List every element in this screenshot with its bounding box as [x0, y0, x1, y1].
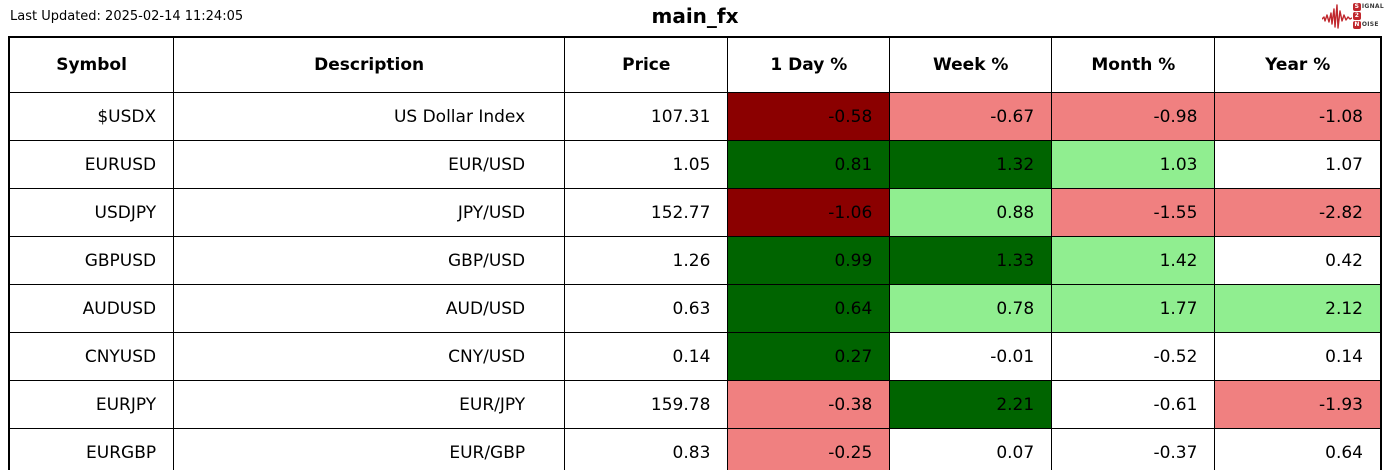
- pct-change-cell: 0.88: [889, 188, 1053, 237]
- table-row: EURUSD EUR/USD 1.05 0.81 1.32 1.03 1.07: [8, 140, 1382, 189]
- symbol-cell: EURGBP: [8, 428, 175, 470]
- price-cell: 1.26: [564, 236, 729, 285]
- pct-change-cell: 1.77: [1051, 284, 1216, 333]
- pct-change-cell: 2.12: [1214, 284, 1382, 333]
- price-cell: 0.83: [564, 428, 729, 470]
- column-header: 1 Day %: [727, 36, 891, 93]
- logo-letter-n: N: [1352, 21, 1361, 29]
- symbol-cell: USDJPY: [8, 188, 175, 237]
- fx-table: Symbol Description Price 1 Day % Week % Month…: [8, 36, 1382, 470]
- pct-change-cell: 0.27: [727, 332, 891, 381]
- price-cell: 0.14: [564, 332, 729, 381]
- description-cell: US Dollar Index: [173, 92, 566, 141]
- table-row: CNYUSD CNY/USD 0.14 0.27 -0.01 -0.52 0.14: [8, 332, 1382, 381]
- column-header: Month %: [1051, 36, 1216, 93]
- symbol-cell: GBPUSD: [8, 236, 175, 285]
- description-cell: AUD/USD: [173, 284, 566, 333]
- pct-change-cell: 2.21: [889, 380, 1053, 429]
- column-header: Description: [173, 36, 566, 93]
- description-cell: EUR/JPY: [173, 380, 566, 429]
- price-cell: 107.31: [564, 92, 729, 141]
- pct-change-cell: 0.99: [727, 236, 891, 285]
- pct-change-cell: -0.52: [1051, 332, 1216, 381]
- description-cell: CNY/USD: [173, 332, 566, 381]
- pct-change-cell: -1.08: [1214, 92, 1382, 141]
- pct-change-cell: 0.42: [1214, 236, 1382, 285]
- pct-change-cell: -0.61: [1051, 380, 1216, 429]
- pct-change-cell: 0.14: [1214, 332, 1382, 381]
- pct-change-cell: 0.64: [1214, 428, 1382, 470]
- pct-change-cell: -0.01: [889, 332, 1053, 381]
- table-row: AUDUSD AUD/USD 0.63 0.64 0.78 1.77 2.12: [8, 284, 1382, 333]
- signal2noise-logo: S IGNAL 2 N OISE: [1321, 3, 1384, 29]
- waveform-icon: [1321, 4, 1352, 29]
- pct-change-cell: -0.58: [727, 92, 891, 141]
- price-cell: 1.05: [564, 140, 729, 189]
- pct-change-cell: -0.67: [889, 92, 1053, 141]
- column-header: Price: [564, 36, 729, 93]
- pct-change-cell: 1.42: [1051, 236, 1216, 285]
- pct-change-cell: 0.07: [889, 428, 1053, 470]
- symbol-cell: EURJPY: [8, 380, 175, 429]
- description-cell: EUR/GBP: [173, 428, 566, 470]
- description-cell: EUR/USD: [173, 140, 566, 189]
- pct-change-cell: 0.81: [727, 140, 891, 189]
- pct-change-cell: -0.98: [1051, 92, 1216, 141]
- table-row: USDJPY JPY/USD 152.77 -1.06 0.88 -1.55 -2.82: [8, 188, 1382, 237]
- symbol-cell: AUDUSD: [8, 284, 175, 333]
- logo-text: S IGNAL 2 N OISE: [1352, 3, 1384, 29]
- logo-text-oise: OISE: [1361, 21, 1379, 28]
- pct-change-cell: 0.78: [889, 284, 1053, 333]
- symbol-cell: EURUSD: [8, 140, 175, 189]
- pct-change-cell: 1.07: [1214, 140, 1382, 189]
- table-row: GBPUSD GBP/USD 1.26 0.99 1.33 1.42 0.42: [8, 236, 1382, 285]
- column-header: Symbol: [8, 36, 175, 93]
- table-header-row: Symbol Description Price 1 Day % Week % Month…: [8, 36, 1382, 93]
- pct-change-cell: 1.33: [889, 236, 1053, 285]
- pct-change-cell: -0.25: [727, 428, 891, 470]
- description-cell: GBP/USD: [173, 236, 566, 285]
- pct-change-cell: 0.64: [727, 284, 891, 333]
- symbol-cell: $USDX: [8, 92, 175, 141]
- price-cell: 159.78: [564, 380, 729, 429]
- last-updated-label: Last Updated: 2025-02-14 11:24:05: [10, 9, 244, 24]
- pct-change-cell: -1.55: [1051, 188, 1216, 237]
- logo-letter-s: S: [1352, 3, 1361, 11]
- description-cell: JPY/USD: [173, 188, 566, 237]
- pct-change-cell: -2.82: [1214, 188, 1382, 237]
- logo-letter-2: 2: [1352, 12, 1361, 20]
- pct-change-cell: -0.38: [727, 380, 891, 429]
- pct-change-cell: 1.32: [889, 140, 1053, 189]
- column-header: Week %: [889, 36, 1053, 93]
- logo-text-ignal: IGNAL: [1361, 3, 1384, 10]
- pct-change-cell: -1.93: [1214, 380, 1382, 429]
- price-cell: 0.63: [564, 284, 729, 333]
- column-header: Year %: [1214, 36, 1382, 93]
- table-row: $USDX US Dollar Index 107.31 -0.58 -0.67 -0.9…: [8, 92, 1382, 141]
- table-row: EURJPY EUR/JPY 159.78 -0.38 2.21 -0.61 -1.93: [8, 380, 1382, 429]
- table-row: EURGBP EUR/GBP 0.83 -0.25 0.07 -0.37 0.64: [8, 428, 1382, 470]
- page-title: main_fx: [651, 4, 739, 28]
- pct-change-cell: 1.03: [1051, 140, 1216, 189]
- price-cell: 152.77: [564, 188, 729, 237]
- pct-change-cell: -0.37: [1051, 428, 1216, 470]
- symbol-cell: CNYUSD: [8, 332, 175, 381]
- pct-change-cell: -1.06: [727, 188, 891, 237]
